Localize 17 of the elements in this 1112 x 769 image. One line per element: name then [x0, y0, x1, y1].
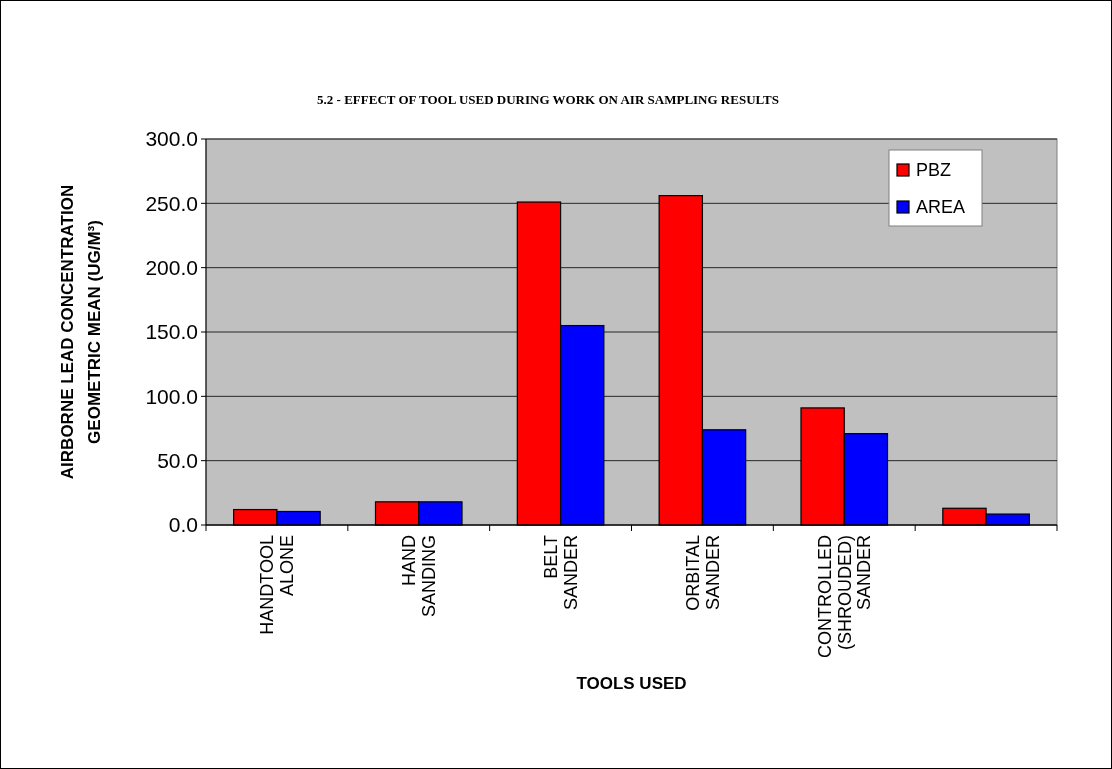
x-tick-label: CONTROLLED (SHROUDED) SANDER [814, 535, 875, 659]
y-tick-label: 300.0 [145, 127, 198, 151]
y-tick-label: 250.0 [145, 191, 198, 215]
x-axis-title: TOOLS USED [576, 674, 687, 693]
y-tick-label: 150.0 [145, 320, 198, 344]
y-axis-title: AIRBORNE LEAD CONCENTRATION GEOMETRIC MEAN (UG/M³) [58, 184, 105, 480]
y-tick-label: 200.0 [145, 256, 198, 280]
chart-title: 5.2 - EFFECT OF TOOL USED DURING WORK ON AIR SAMPLING RESULTS [317, 92, 779, 107]
legend-label: AREA [916, 197, 966, 218]
x-tick-label: HANDTOOL ALONE [257, 535, 298, 635]
x-tick-label: HAND SANDING [399, 535, 439, 618]
legend-label: PBZ [916, 160, 952, 181]
y-tick-label: 0.0 [168, 513, 198, 537]
y-tick-label: 50.0 [157, 449, 198, 473]
y-tick-label: 100.0 [145, 384, 198, 408]
x-tick-label: ORBITAL SANDER [682, 535, 723, 611]
x-tick-label: BELT SANDER [540, 535, 581, 611]
